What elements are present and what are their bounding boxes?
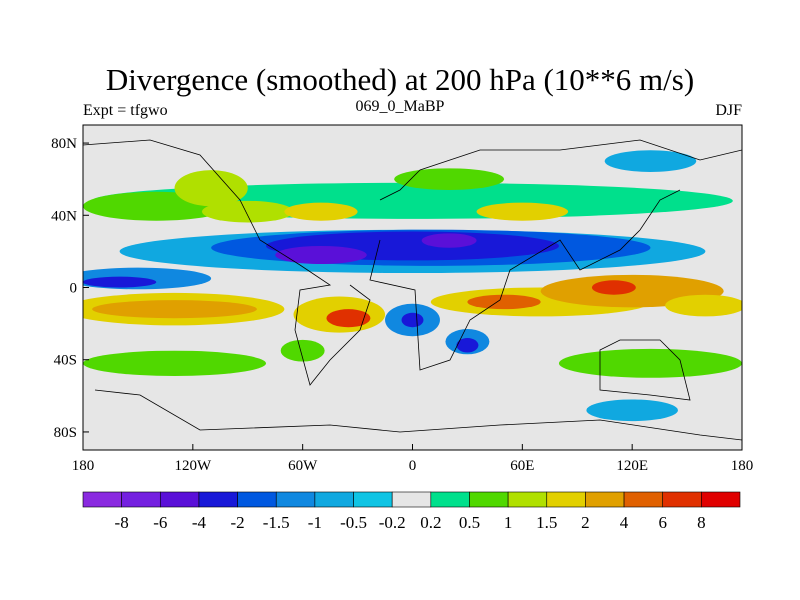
y-tick-label: 80N [51,136,77,152]
contour-region [394,168,505,191]
contour-region [604,150,697,172]
contour-region [326,309,371,328]
contour-region [280,339,325,362]
contour-region [83,350,267,376]
contour-region [586,399,678,422]
colorbar-swatch [82,491,122,508]
contour-region [591,280,636,295]
contour-region [467,294,541,310]
contour-region [456,338,479,353]
colorbar-swatch [159,491,200,508]
colorbar-label: 4 [620,513,629,532]
experiment-label: Expt = tfgwo [83,102,168,119]
colorbar-swatch [546,491,586,508]
colorbar-swatch [507,491,548,508]
contour-region [174,170,248,207]
contour-region [201,200,294,223]
contour-region [275,245,367,265]
colorbar-swatch [469,491,509,508]
contour-region [92,300,257,319]
colorbar-label: -4 [192,513,207,532]
colorbar-label: 1 [504,513,513,532]
plot-title: Divergence (smoothed) at 200 hPa (10**6 … [105,62,695,97]
colorbar-label: -1.5 [263,513,290,532]
contour-region [401,312,424,328]
colorbar-label: -1 [308,513,322,532]
colorbar-swatch [237,491,277,508]
colorbar-label: -0.2 [379,513,406,532]
x-tick-label: 120E [616,458,648,474]
colorbar-swatch [662,491,702,508]
colorbar-swatch [391,491,432,508]
x-tick-label: 180 [72,458,95,474]
x-tick-label: 180 [731,458,754,474]
colorbar-label: -0.5 [340,513,367,532]
y-tick-label: 80S [54,425,77,441]
colorbar-swatch [623,491,664,508]
colorbar-label: -2 [231,513,245,532]
contour-region [83,276,157,288]
x-tick-label: 60E [510,458,534,474]
colorbar-label: 2 [581,513,590,532]
colorbar-swatch [585,491,625,508]
colorbar-swatch [121,491,161,508]
season-label: DJF [715,102,742,119]
colorbar-label: 8 [697,513,706,532]
colorbar-swatch [314,491,354,508]
y-tick-label: 0 [70,281,78,297]
contour-region [421,233,477,248]
case-label: 069_0_MaBP [355,98,445,115]
colorbar: -8 -6 -4 -2 -1.5 -1 -0.5 -0.2 0.2 0.5 1 1.5 2 4 6 8 [82,491,741,532]
colorbar-swatch [275,491,316,508]
contour-region [476,202,569,221]
coastlines [83,139,742,441]
colorbar-label: 0.5 [459,513,480,532]
contour-region [558,348,742,378]
contour-region [665,294,742,317]
colorbar-label: -8 [115,513,129,532]
x-tick-label: 0 [409,458,417,474]
colorbar-swatch [701,491,741,508]
colorbar-swatch [198,491,238,508]
colorbar-swatch [430,491,470,508]
contour-region [284,202,358,221]
colorbar-label: 6 [658,513,667,532]
y-tick-label: 40N [51,208,77,224]
x-tick-label: 120W [174,458,212,474]
y-tick-label: 40S [54,353,77,369]
colorbar-label: 1.5 [536,513,557,532]
colorbar-swatch [353,491,393,508]
colorbar-label: -6 [153,513,167,532]
x-tick-label: 60W [288,458,318,474]
colorbar-label: 0.2 [420,513,441,532]
